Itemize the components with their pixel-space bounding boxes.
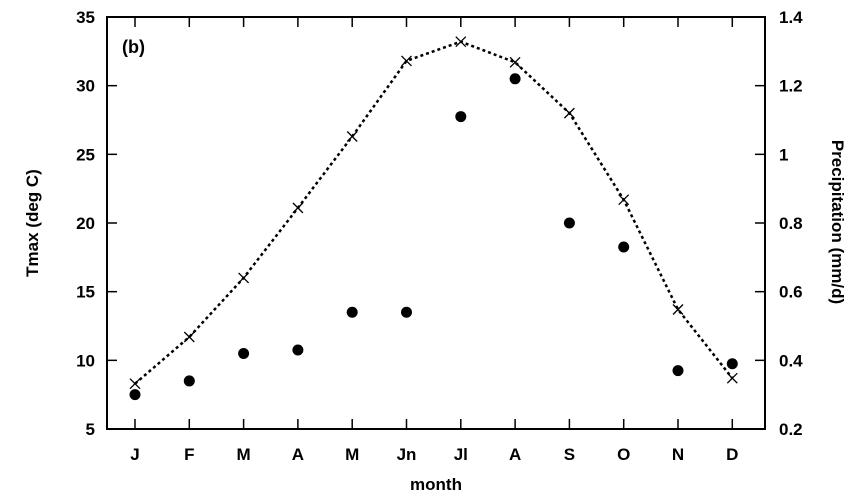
y-tick-label-right: 0.2 xyxy=(779,420,803,439)
x-tick-label: F xyxy=(184,445,194,464)
x-tick-label: M xyxy=(345,445,359,464)
x-marker-stroke xyxy=(401,55,412,67)
data-point xyxy=(455,111,467,123)
x-marker xyxy=(129,378,141,390)
y-tick-label-right: 1.4 xyxy=(779,8,803,27)
series-line xyxy=(134,40,734,385)
data-point xyxy=(726,358,738,370)
y-tick-label-left: 30 xyxy=(76,77,95,96)
x-tick-label: N xyxy=(672,445,684,464)
data-point xyxy=(563,217,575,229)
data-point xyxy=(129,389,141,401)
x-marker xyxy=(618,194,630,206)
x-marker xyxy=(346,131,358,142)
y-tick-label-left: 20 xyxy=(76,214,95,233)
plot-frame xyxy=(106,16,766,430)
x-marker xyxy=(672,304,684,315)
x-marker xyxy=(238,272,250,284)
x-marker-stroke xyxy=(183,331,195,343)
x-marker-stroke xyxy=(726,372,738,384)
y-tick-label-left: 15 xyxy=(76,283,95,302)
y-tick-label-right: 1 xyxy=(779,145,788,164)
x-tick-label: J xyxy=(130,445,139,464)
x-tick-label: M xyxy=(237,445,251,464)
series-points-layer xyxy=(129,73,738,401)
x-marker-stroke xyxy=(129,378,141,390)
x-tick-label: O xyxy=(617,445,630,464)
x-marker xyxy=(183,331,195,343)
x-marker xyxy=(455,36,467,48)
series-line-layer xyxy=(129,36,738,390)
x-tick-label: Jn xyxy=(397,445,417,464)
panel-label: (b) xyxy=(122,37,145,57)
x-marker-stroke xyxy=(509,56,521,68)
data-point xyxy=(672,365,684,377)
x-marker-stroke xyxy=(672,304,684,315)
y-tick-label-left: 5 xyxy=(86,420,95,439)
data-point xyxy=(618,241,630,253)
x-marker xyxy=(509,56,521,68)
y-tick-label-right: 1.2 xyxy=(779,77,803,96)
x-marker-stroke xyxy=(292,202,304,214)
y-tick-label-left: 35 xyxy=(76,8,95,27)
ticks-layer: J F M A M Jn Jl A S O N D 5 10 15 20 25 30 35 0.2 0.4 0.6 0.8 1… xyxy=(76,8,803,464)
x-tick-label: A xyxy=(292,445,304,464)
data-point xyxy=(509,73,521,85)
data-point xyxy=(238,347,250,359)
x-marker-stroke xyxy=(346,131,358,142)
x-marker-stroke xyxy=(455,36,467,48)
x-tick-label: D xyxy=(726,445,738,464)
x-tick-label: A xyxy=(509,445,521,464)
y-tick-label-right: 0.4 xyxy=(779,351,803,370)
data-point xyxy=(401,306,412,318)
x-marker xyxy=(563,107,575,119)
data-point xyxy=(346,306,358,318)
data-point xyxy=(292,344,304,356)
y-tick-label-right: 0.8 xyxy=(779,214,803,233)
x-axis-title: month xyxy=(410,475,462,494)
x-marker-stroke xyxy=(238,272,250,284)
x-marker xyxy=(726,372,738,384)
x-marker-stroke xyxy=(618,194,630,206)
x-marker xyxy=(401,55,412,67)
x-tick-label: Jl xyxy=(454,445,468,464)
y-axis-title-right: Precipitation (mm/d) xyxy=(828,140,847,304)
data-point xyxy=(183,375,195,387)
y-tick-label-left: 10 xyxy=(76,351,95,370)
y-axis-title-left: Tmax (deg C) xyxy=(23,169,42,277)
x-marker xyxy=(292,202,304,214)
y-tick-label-right: 0.6 xyxy=(779,283,803,302)
x-marker-stroke xyxy=(563,107,575,119)
x-tick-label: S xyxy=(564,445,575,464)
y-tick-label-left: 25 xyxy=(76,145,95,164)
